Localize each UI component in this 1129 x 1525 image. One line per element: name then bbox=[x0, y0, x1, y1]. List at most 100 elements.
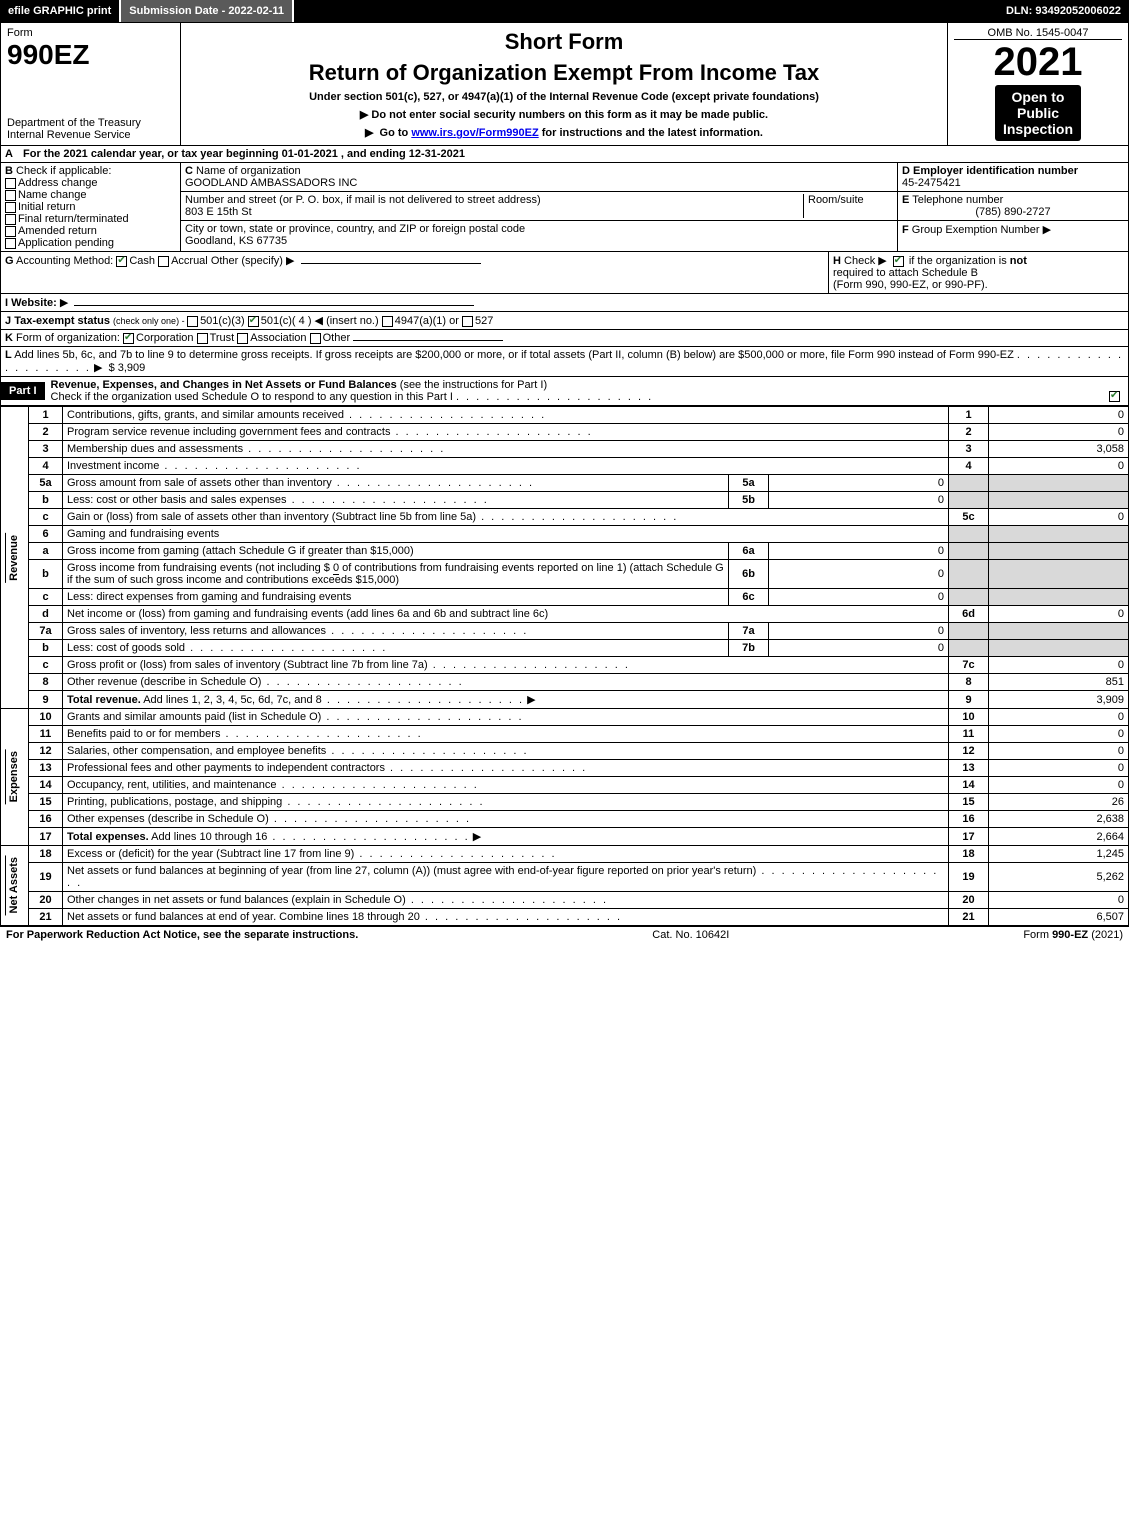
c-city-label: City or town, state or province, country… bbox=[185, 223, 525, 235]
g-other-input[interactable] bbox=[301, 263, 481, 264]
line-l-letter: L bbox=[5, 349, 12, 361]
ssn-warning-text: Do not enter social security numbers on … bbox=[371, 109, 768, 121]
num-20: 20 bbox=[949, 892, 989, 909]
desc-17: Total expenses. bbox=[67, 831, 149, 843]
ssn-warning: Do not enter social security numbers on … bbox=[187, 108, 941, 121]
desc-2: Program service revenue including govern… bbox=[67, 426, 390, 438]
shade-5a bbox=[949, 475, 989, 492]
shadeval-5b bbox=[989, 492, 1129, 509]
num-17: 17 bbox=[949, 828, 989, 846]
desc-20: Other changes in net assets or fund bala… bbox=[67, 894, 406, 906]
val-8: 851 bbox=[989, 674, 1129, 691]
val-17: 2,664 bbox=[989, 828, 1129, 846]
desc-12: Salaries, other compensation, and employ… bbox=[67, 745, 326, 757]
part-i-header: Part I Revenue, Expenses, and Changes in… bbox=[0, 377, 1129, 406]
checkbox-schedule-o[interactable] bbox=[1109, 391, 1120, 402]
desc-17b: Add lines 10 through 16 bbox=[149, 831, 268, 843]
dots-1 bbox=[344, 409, 546, 421]
sub-7a: 7a bbox=[729, 623, 769, 640]
checkbox-association[interactable] bbox=[237, 333, 248, 344]
open-line2: Public bbox=[1003, 105, 1073, 121]
checkbox-amended-return[interactable] bbox=[5, 226, 16, 237]
efile-print[interactable]: efile GRAPHIC print bbox=[0, 0, 121, 22]
telephone-value: (785) 890-2727 bbox=[902, 206, 1124, 218]
desc-9: Total revenue. bbox=[67, 694, 141, 706]
desc-6d: Net income or (loss) from gaming and fun… bbox=[67, 608, 548, 620]
checkbox-cash[interactable] bbox=[116, 256, 127, 267]
checkbox-527[interactable] bbox=[462, 316, 473, 327]
dots-7c bbox=[428, 659, 630, 671]
val-11: 0 bbox=[989, 726, 1129, 743]
sub-5b: 5b bbox=[729, 492, 769, 509]
shadeval-6c bbox=[989, 589, 1129, 606]
h-check-label: Check bbox=[844, 255, 875, 267]
f-arrow-icon bbox=[1043, 224, 1054, 236]
line-k-letter: K bbox=[5, 332, 13, 344]
k-o3: Association bbox=[250, 332, 306, 344]
num-3: 3 bbox=[949, 441, 989, 458]
h-line3: (Form 990, 990-EZ, or 990-PF). bbox=[833, 279, 988, 291]
sub-5a: 5a bbox=[729, 475, 769, 492]
dots-7a bbox=[326, 625, 528, 637]
dots-11 bbox=[220, 728, 422, 740]
g-accrual: Accrual bbox=[171, 255, 208, 267]
checkbox-accrual[interactable] bbox=[158, 256, 169, 267]
desc-3: Membership dues and assessments bbox=[67, 443, 243, 455]
checkbox-initial-return[interactable] bbox=[5, 202, 16, 213]
j-o1: 501(c)(3) bbox=[200, 315, 245, 327]
top-bar: efile GRAPHIC print Submission Date - 20… bbox=[0, 0, 1129, 22]
desc-6b-pre: Gross income from fundraising events (no… bbox=[67, 562, 330, 574]
dots-21 bbox=[420, 911, 622, 923]
g-other: Other (specify) bbox=[211, 255, 283, 267]
checkbox-application-pending[interactable] bbox=[5, 238, 16, 249]
subval-6c: 0 bbox=[769, 589, 949, 606]
val-5c: 0 bbox=[989, 509, 1129, 526]
checkbox-501c3[interactable] bbox=[187, 316, 198, 327]
h-text: if the organization is bbox=[909, 255, 1007, 267]
shade-5b bbox=[949, 492, 989, 509]
website-input[interactable] bbox=[74, 305, 474, 306]
num-10: 10 bbox=[949, 709, 989, 726]
room-suite-label: Room/suite bbox=[803, 194, 893, 218]
j-o2: 501(c)( 4 ) bbox=[261, 315, 312, 327]
goto-link[interactable]: www.irs.gov/Form990EZ bbox=[411, 127, 538, 139]
line-e-letter: E bbox=[902, 194, 909, 206]
num-11: 11 bbox=[949, 726, 989, 743]
dots-7b bbox=[185, 642, 387, 654]
ln-6: 6 bbox=[29, 526, 63, 543]
h-line2: required to attach Schedule B bbox=[833, 267, 978, 279]
num-13: 13 bbox=[949, 760, 989, 777]
checkbox-corporation[interactable] bbox=[123, 333, 134, 344]
arrow-9-icon bbox=[527, 694, 538, 706]
checkbox-other-org[interactable] bbox=[310, 333, 321, 344]
checkbox-schedule-b[interactable] bbox=[893, 256, 904, 267]
dots-3 bbox=[243, 443, 445, 455]
checkbox-501c[interactable] bbox=[248, 316, 259, 327]
j-o4: 527 bbox=[475, 315, 493, 327]
open-line1: Open to bbox=[1003, 89, 1073, 105]
k-other-input[interactable] bbox=[353, 340, 503, 341]
dots-18 bbox=[354, 848, 556, 860]
opt-address-change: Address change bbox=[18, 177, 98, 189]
k-label: Form of organization: bbox=[16, 332, 120, 344]
checkbox-4947[interactable] bbox=[382, 316, 393, 327]
checkbox-address-change[interactable] bbox=[5, 178, 16, 189]
dots-5b bbox=[287, 494, 489, 506]
shadeval-5a bbox=[989, 475, 1129, 492]
dots-4 bbox=[159, 460, 361, 472]
opt-application-pending: Application pending bbox=[18, 237, 114, 249]
dept-treasury: Department of the Treasury bbox=[7, 117, 174, 129]
checkbox-name-change[interactable] bbox=[5, 190, 16, 201]
shade-7b bbox=[949, 640, 989, 657]
dots-15 bbox=[282, 796, 484, 808]
desc-5c: Gain or (loss) from sale of assets other… bbox=[67, 511, 476, 523]
sub-7b: 7b bbox=[729, 640, 769, 657]
val-4: 0 bbox=[989, 458, 1129, 475]
expenses-label: Expenses bbox=[5, 749, 22, 804]
val-7c: 0 bbox=[989, 657, 1129, 674]
j-o2-note: (insert no.) bbox=[326, 315, 379, 327]
checkbox-final-return[interactable] bbox=[5, 214, 16, 225]
shadeval-7a bbox=[989, 623, 1129, 640]
checkbox-trust[interactable] bbox=[197, 333, 208, 344]
dots-20 bbox=[406, 894, 608, 906]
